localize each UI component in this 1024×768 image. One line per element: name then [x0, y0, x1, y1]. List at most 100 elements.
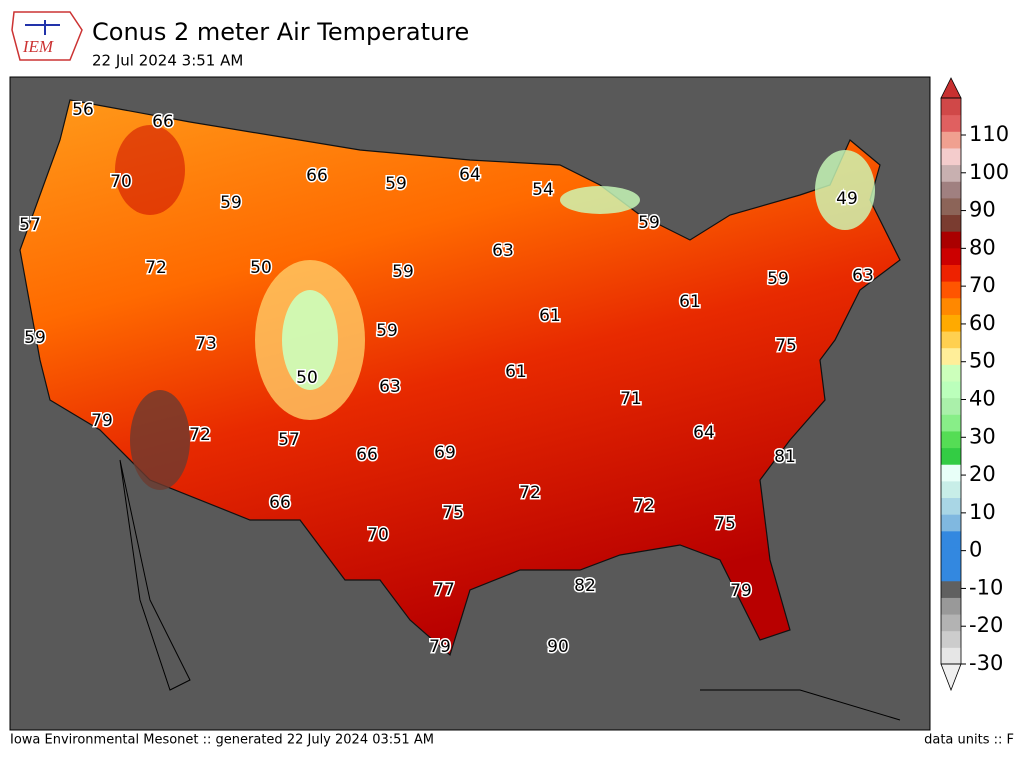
colorbar-top: [940, 77, 962, 99]
colorbar-segment: [941, 314, 961, 332]
colorbar-segment: [941, 564, 961, 582]
station-label: 66: [152, 112, 174, 132]
station-label: 77: [433, 580, 455, 600]
station-label: 72: [633, 496, 655, 516]
station-label: 66: [306, 166, 328, 186]
colorbar-segment: [941, 514, 961, 532]
colorbar-segment: [941, 647, 961, 665]
station-label: 57: [278, 430, 300, 450]
colorbar-segment: [941, 597, 961, 615]
station-label: 63: [852, 266, 874, 286]
colorbar-segment: [941, 281, 961, 299]
station-label: 66: [269, 493, 291, 513]
title: Conus 2 meter Air Temperature: [92, 18, 469, 46]
footer-right: data units :: F: [924, 733, 1014, 748]
colorbar-segment: [941, 580, 961, 598]
station-label: 72: [189, 425, 211, 445]
colorbar-segment: [941, 630, 961, 648]
station-label: 49: [836, 189, 858, 209]
station-label: 75: [714, 514, 736, 534]
colorbar-segment: [941, 331, 961, 349]
station-label: 54: [532, 180, 554, 200]
colorbar-segment: [941, 381, 961, 399]
colorbar-tick-label: 90: [969, 198, 996, 222]
station-label: 72: [519, 483, 541, 503]
station-label: 59: [24, 328, 46, 348]
station-label: 57: [19, 215, 41, 235]
station-label: 59: [638, 213, 660, 233]
colorbar-segment: [941, 264, 961, 282]
colorbar-tick-label: 80: [969, 235, 996, 259]
station-label: 56: [72, 100, 94, 120]
logo-text: IEM: [22, 37, 54, 56]
colorbar-segment: [941, 430, 961, 449]
subtitle: 22 Jul 2024 3:51 AM: [92, 52, 243, 70]
colorbar-segment: [941, 497, 961, 515]
colorbar-segment: [941, 231, 961, 249]
station-label: 75: [442, 503, 464, 523]
station-label: 61: [505, 362, 527, 382]
station-label: 59: [767, 269, 789, 289]
colorbar-segment: [941, 414, 961, 432]
station-label: 79: [429, 637, 451, 657]
colorbar-tick-label: 100: [969, 160, 1009, 184]
station-label: 70: [367, 525, 389, 545]
colorbar-segment: [941, 247, 961, 265]
colorbar-tick-label: -20: [969, 613, 1003, 637]
colorbar-tick-label: 40: [969, 387, 996, 411]
footer-left: Iowa Environmental Mesonet :: generated …: [10, 733, 434, 748]
station-label: 59: [385, 174, 407, 194]
station-label: 64: [459, 165, 481, 185]
colorbar-tick-label: 20: [969, 462, 996, 486]
colorbar-tick-label: 70: [969, 273, 996, 297]
station-label: 59: [376, 321, 398, 341]
station-label: 63: [492, 241, 514, 261]
station-labels: 56 66 70 59 66 59 64 54 49 59 57 50 72 59 63 63 59 61 61 59…: [18, 99, 876, 659]
colorbar-tick-label: 110: [969, 122, 1009, 146]
station-label: 90: [547, 637, 569, 657]
station-label: 61: [539, 306, 561, 326]
colorbar-segment: [941, 480, 961, 499]
station-label: 63: [379, 377, 401, 397]
colorbar-tick-label: 10: [969, 500, 996, 524]
colorbar-tick-label: 50: [969, 349, 996, 373]
colorbar-bottom: [940, 663, 962, 692]
station-label: 50: [250, 258, 272, 278]
colorbar-segment: [941, 547, 961, 565]
colorbar-tick-label: 60: [969, 311, 996, 335]
station-label: 79: [91, 411, 113, 431]
colorbar-segment: [941, 297, 961, 315]
map: [9, 76, 931, 731]
station-label: 59: [220, 193, 242, 213]
station-label: 69: [434, 443, 456, 463]
station-label: 50: [296, 368, 318, 388]
colorbar-segment: [941, 447, 961, 465]
colorbar-segment: [941, 347, 961, 365]
colorbar-segment: [941, 464, 961, 482]
logo: IEM: [11, 11, 83, 61]
colorbar-tick-label: 30: [969, 424, 996, 448]
colorbar-segment: [941, 147, 961, 166]
station-label: 75: [775, 336, 797, 356]
station-label: 61: [679, 292, 701, 312]
colorbar-segment: [941, 131, 961, 149]
colorbar-tick-label: -30: [969, 651, 1003, 675]
colorbar-frame: [940, 97, 962, 665]
colorbar-segment: [941, 614, 961, 632]
colorbar-segment: [941, 181, 961, 199]
station-label: 82: [574, 576, 596, 596]
colorbar-segment: [941, 214, 961, 232]
station-label: 81: [774, 447, 796, 467]
station-label: 70: [110, 172, 132, 192]
colorbar-segment: [941, 164, 961, 182]
colorbar-segment: [941, 114, 961, 132]
colorbar-tick-label: 0: [969, 538, 982, 562]
colorbar-segment: [941, 197, 961, 216]
station-label: 73: [195, 334, 217, 354]
colorbar-segment: [941, 530, 961, 548]
station-label: 66: [356, 445, 378, 465]
station-label: 64: [693, 423, 715, 443]
station-label: 79: [730, 581, 752, 601]
